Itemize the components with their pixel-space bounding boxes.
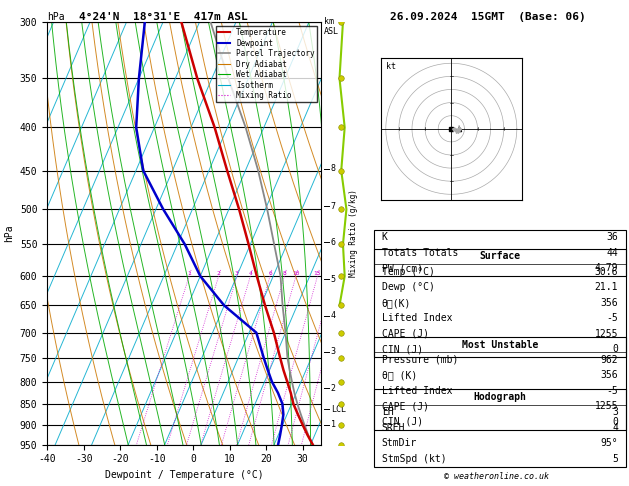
X-axis label: Dewpoint / Temperature (°C): Dewpoint / Temperature (°C) bbox=[104, 470, 264, 480]
Text: CIN (J): CIN (J) bbox=[382, 344, 423, 354]
Text: 21.1: 21.1 bbox=[595, 282, 618, 293]
Text: Hodograph: Hodograph bbox=[474, 392, 526, 402]
Text: 1255: 1255 bbox=[595, 329, 618, 339]
Text: 8: 8 bbox=[331, 164, 336, 174]
Text: Lifted Index: Lifted Index bbox=[382, 386, 452, 396]
Text: 3: 3 bbox=[235, 271, 239, 276]
Text: 4.79: 4.79 bbox=[595, 263, 618, 273]
Text: Totals Totals: Totals Totals bbox=[382, 248, 458, 258]
Text: Lifted Index: Lifted Index bbox=[382, 313, 452, 323]
Text: 1: 1 bbox=[187, 271, 191, 276]
Text: 5: 5 bbox=[331, 275, 336, 284]
Text: EH: EH bbox=[382, 407, 394, 417]
Text: PW (cm): PW (cm) bbox=[382, 263, 423, 273]
Text: θᴄ (K): θᴄ (K) bbox=[382, 370, 417, 381]
Text: 44: 44 bbox=[606, 248, 618, 258]
Text: LCL: LCL bbox=[331, 404, 346, 414]
Text: km
ASL: km ASL bbox=[324, 17, 339, 36]
Text: Dewp (°C): Dewp (°C) bbox=[382, 282, 435, 293]
Text: 8: 8 bbox=[282, 271, 286, 276]
Text: 2: 2 bbox=[331, 383, 336, 393]
Text: 0: 0 bbox=[613, 417, 618, 427]
Text: © weatheronline.co.uk: © weatheronline.co.uk bbox=[445, 472, 549, 481]
Text: Mixing Ratio (g/kg): Mixing Ratio (g/kg) bbox=[349, 190, 358, 277]
Text: SREH: SREH bbox=[382, 423, 405, 433]
Text: CAPE (J): CAPE (J) bbox=[382, 329, 429, 339]
Text: Surface: Surface bbox=[479, 251, 521, 261]
Text: Temp (°C): Temp (°C) bbox=[382, 267, 435, 277]
Text: 1255: 1255 bbox=[595, 401, 618, 412]
Text: kt: kt bbox=[386, 62, 396, 70]
Text: 3: 3 bbox=[613, 407, 618, 417]
Text: 95°: 95° bbox=[601, 438, 618, 449]
Text: 0: 0 bbox=[613, 344, 618, 354]
Text: K: K bbox=[382, 232, 387, 243]
Text: 4: 4 bbox=[331, 311, 336, 320]
Text: StmSpd (kt): StmSpd (kt) bbox=[382, 454, 447, 464]
Text: 4°24'N  18°31'E  417m ASL: 4°24'N 18°31'E 417m ASL bbox=[79, 12, 248, 22]
Text: hPa: hPa bbox=[47, 12, 65, 22]
Bar bbox=[374, 389, 626, 467]
Text: 5: 5 bbox=[613, 454, 618, 464]
Text: 7: 7 bbox=[331, 202, 336, 211]
Text: Pressure (mb): Pressure (mb) bbox=[382, 355, 458, 365]
Text: -5: -5 bbox=[606, 386, 618, 396]
Text: 6: 6 bbox=[331, 238, 336, 247]
Text: 962: 962 bbox=[601, 355, 618, 365]
Text: 15: 15 bbox=[314, 271, 321, 276]
Text: 4: 4 bbox=[613, 423, 618, 433]
Text: StmDir: StmDir bbox=[382, 438, 417, 449]
Legend: Temperature, Dewpoint, Parcel Trajectory, Dry Adiabat, Wet Adiabat, Isotherm, Mi: Temperature, Dewpoint, Parcel Trajectory… bbox=[216, 26, 317, 103]
Text: 3: 3 bbox=[331, 347, 336, 356]
Bar bbox=[374, 229, 626, 276]
Text: 10: 10 bbox=[292, 271, 299, 276]
Text: CAPE (J): CAPE (J) bbox=[382, 401, 429, 412]
Text: 30.6: 30.6 bbox=[595, 267, 618, 277]
Bar bbox=[374, 249, 626, 357]
Text: -5: -5 bbox=[606, 313, 618, 323]
Text: 1: 1 bbox=[331, 420, 336, 429]
Text: 2: 2 bbox=[217, 271, 221, 276]
Text: 356: 356 bbox=[601, 298, 618, 308]
Text: 356: 356 bbox=[601, 370, 618, 381]
Bar bbox=[374, 337, 626, 430]
Text: 4: 4 bbox=[248, 271, 252, 276]
Y-axis label: hPa: hPa bbox=[4, 225, 14, 242]
Text: 6: 6 bbox=[268, 271, 272, 276]
Text: 36: 36 bbox=[606, 232, 618, 243]
Text: 26.09.2024  15GMT  (Base: 06): 26.09.2024 15GMT (Base: 06) bbox=[389, 12, 586, 22]
Text: CIN (J): CIN (J) bbox=[382, 417, 423, 427]
Text: θᴄ(K): θᴄ(K) bbox=[382, 298, 411, 308]
Text: Most Unstable: Most Unstable bbox=[462, 340, 538, 349]
